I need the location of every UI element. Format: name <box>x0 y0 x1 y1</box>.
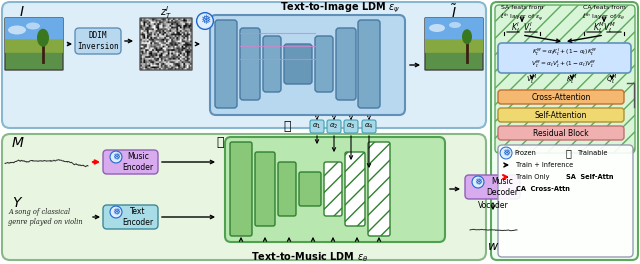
FancyBboxPatch shape <box>327 120 341 133</box>
Text: $\alpha_3$: $\alpha_3$ <box>346 122 356 131</box>
Text: Cross-Attention: Cross-Attention <box>531 92 591 101</box>
Text: ❅: ❅ <box>474 177 482 187</box>
FancyBboxPatch shape <box>498 90 624 104</box>
Text: Text-to-Image LDM $\varepsilon_\psi$: Text-to-Image LDM $\varepsilon_\psi$ <box>280 1 400 15</box>
Text: Trainable: Trainable <box>578 150 609 156</box>
FancyBboxPatch shape <box>495 5 635 153</box>
Text: Text-to-Music LDM $\varepsilon_\theta$: Text-to-Music LDM $\varepsilon_\theta$ <box>252 250 369 264</box>
Text: Text
Encoder: Text Encoder <box>122 207 154 227</box>
Text: $Q_\ell^M$: $Q_\ell^M$ <box>606 72 618 86</box>
Ellipse shape <box>429 24 445 32</box>
Ellipse shape <box>449 22 461 28</box>
Text: $M$: $M$ <box>12 136 25 150</box>
FancyBboxPatch shape <box>75 28 121 54</box>
Text: CA  Cross-Attn: CA Cross-Attn <box>516 186 570 192</box>
FancyBboxPatch shape <box>344 120 358 133</box>
Text: Vocoder: Vocoder <box>477 200 508 210</box>
Text: $\alpha_2$: $\alpha_2$ <box>330 122 339 131</box>
FancyBboxPatch shape <box>498 108 624 122</box>
Text: $\tilde{I}$: $\tilde{I}$ <box>451 3 457 21</box>
Text: Music
Encoder: Music Encoder <box>122 152 154 172</box>
Text: $V_\ell^M$: $V_\ell^M$ <box>526 72 538 86</box>
Text: $\alpha_1$: $\alpha_1$ <box>312 122 322 131</box>
Text: $K_\ell^M V_\ell^M$: $K_\ell^M V_\ell^M$ <box>593 21 616 35</box>
Ellipse shape <box>26 22 40 30</box>
FancyBboxPatch shape <box>465 175 520 199</box>
FancyBboxPatch shape <box>278 162 296 216</box>
Text: DDIM
Inversion: DDIM Inversion <box>77 31 119 51</box>
FancyBboxPatch shape <box>299 172 321 206</box>
Text: 🔥: 🔥 <box>566 148 572 158</box>
FancyBboxPatch shape <box>2 134 486 260</box>
Text: ❅: ❅ <box>112 152 120 162</box>
Text: Train + Inference: Train + Inference <box>516 162 573 168</box>
FancyBboxPatch shape <box>230 142 252 236</box>
FancyBboxPatch shape <box>5 18 63 40</box>
FancyBboxPatch shape <box>225 137 445 242</box>
Text: Music
Decoder: Music Decoder <box>486 177 518 197</box>
FancyBboxPatch shape <box>491 2 638 260</box>
Text: $\alpha_4$: $\alpha_4$ <box>364 122 374 131</box>
Text: SA  Self-Attn: SA Self-Attn <box>566 174 614 180</box>
FancyBboxPatch shape <box>5 40 63 53</box>
Text: 🔥: 🔥 <box>284 120 291 133</box>
Text: Residual Block: Residual Block <box>533 129 589 138</box>
FancyBboxPatch shape <box>103 205 158 229</box>
FancyBboxPatch shape <box>425 18 483 70</box>
Text: CA feats from
$\ell^{th}$ layer of $\varepsilon_\theta$: CA feats from $\ell^{th}$ layer of $\var… <box>582 5 626 22</box>
Text: ❅: ❅ <box>502 148 510 158</box>
FancyBboxPatch shape <box>215 20 237 108</box>
Text: $K_\ell^M = \alpha_\ell K_\ell^I + (1-\alpha_\ell)K_\ell^M$: $K_\ell^M = \alpha_\ell K_\ell^I + (1-\a… <box>532 46 596 58</box>
FancyBboxPatch shape <box>425 18 483 40</box>
FancyBboxPatch shape <box>240 28 260 100</box>
FancyBboxPatch shape <box>362 120 376 133</box>
Text: $I$: $I$ <box>19 5 25 19</box>
Text: $Y$: $Y$ <box>12 196 24 210</box>
Text: ❅: ❅ <box>200 15 211 27</box>
FancyBboxPatch shape <box>425 40 483 53</box>
FancyBboxPatch shape <box>315 36 333 92</box>
FancyBboxPatch shape <box>2 2 486 128</box>
FancyBboxPatch shape <box>498 145 633 257</box>
Ellipse shape <box>8 26 26 35</box>
FancyBboxPatch shape <box>284 44 312 84</box>
Text: $K_\ell^M$: $K_\ell^M$ <box>566 72 577 86</box>
FancyBboxPatch shape <box>5 18 63 70</box>
Text: $V_\ell^M = \alpha_\ell V_\ell^I + (1-\alpha_\ell)V_\ell^M$: $V_\ell^M = \alpha_\ell V_\ell^I + (1-\a… <box>531 58 596 70</box>
Text: Train Only: Train Only <box>516 174 550 180</box>
FancyBboxPatch shape <box>255 152 275 226</box>
Text: 🔥: 🔥 <box>216 136 224 149</box>
FancyBboxPatch shape <box>345 152 365 226</box>
Text: A song of classical
genre played on violin: A song of classical genre played on viol… <box>8 208 83 226</box>
FancyBboxPatch shape <box>103 150 158 174</box>
FancyBboxPatch shape <box>210 15 405 115</box>
Text: ❅: ❅ <box>112 207 120 217</box>
FancyBboxPatch shape <box>310 120 324 133</box>
FancyBboxPatch shape <box>498 126 624 140</box>
Ellipse shape <box>37 29 49 47</box>
FancyBboxPatch shape <box>368 142 390 236</box>
FancyBboxPatch shape <box>263 36 281 92</box>
Text: Frozen: Frozen <box>514 150 536 156</box>
FancyBboxPatch shape <box>498 43 631 73</box>
FancyBboxPatch shape <box>324 162 342 216</box>
FancyBboxPatch shape <box>358 20 380 108</box>
Text: SA feats from
$\ell^{th}$ layer of $\varepsilon_\psi$: SA feats from $\ell^{th}$ layer of $\var… <box>500 5 544 23</box>
Text: $z_T^I$: $z_T^I$ <box>160 4 172 21</box>
Ellipse shape <box>462 29 472 44</box>
Text: Self-Attention: Self-Attention <box>535 111 587 120</box>
Text: $K_\ell^I\ \ V_\ell^I$: $K_\ell^I\ \ V_\ell^I$ <box>511 21 533 35</box>
Text: $w$: $w$ <box>487 241 499 253</box>
FancyBboxPatch shape <box>336 28 356 100</box>
